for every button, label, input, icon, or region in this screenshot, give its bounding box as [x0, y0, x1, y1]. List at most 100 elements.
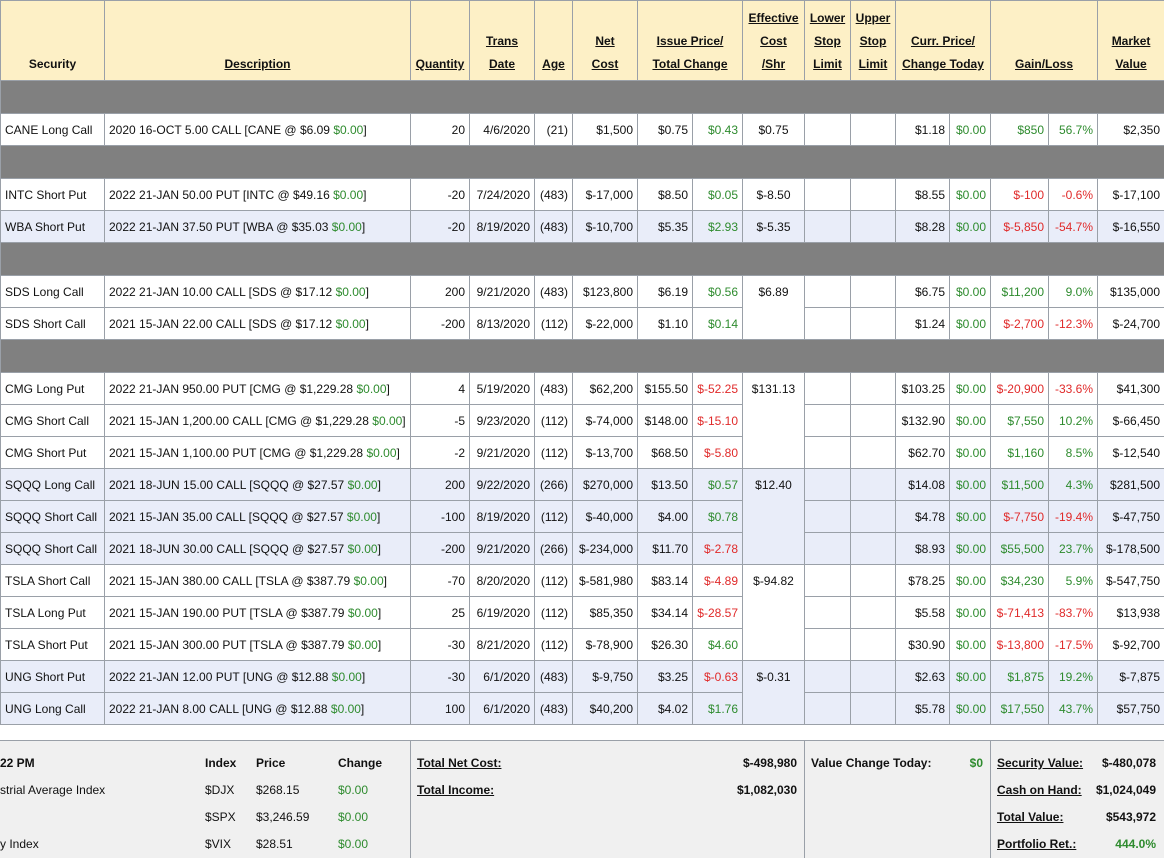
gain-cell: $55,500 [990, 532, 1050, 565]
index-change: $0.00 [338, 837, 369, 851]
summary-label: Cash on Hand: [997, 783, 1082, 797]
change-today-cell: $0.00 [948, 275, 992, 308]
summary-value: $-480,078 [1101, 756, 1156, 770]
separator-row [0, 145, 1164, 179]
description-text: 2022 21-JAN 8.00 CALL [UNG @ $12.88 [109, 701, 328, 716]
summary-value: $1,024,049 [1095, 783, 1156, 797]
quantity-cell: -30 [410, 628, 470, 661]
net-cost-cell: $123,800 [572, 275, 638, 308]
security-cell: UNG Short Put [0, 660, 105, 693]
index-price: $268.15 [256, 783, 300, 797]
gain-pct-cell: -19.4% [1048, 500, 1099, 533]
description-close: ] [361, 669, 366, 684]
market-value-cell: $281,500 [1097, 468, 1164, 501]
index-change: $0.00 [338, 783, 369, 797]
header-line: /Shr [761, 57, 786, 71]
quantity-cell: 4 [410, 372, 470, 405]
date-cell: 8/19/2020 [469, 500, 535, 533]
change-today-cell: $0.00 [948, 372, 992, 405]
position-row: TSLA Long Put 2021 15-JAN 190.00 PUT [TSL… [0, 596, 1164, 629]
total-change-cell: $0.57 [692, 468, 743, 501]
net-cost-cell: $-10,700 [572, 210, 638, 243]
gain-pct-cell: -54.7% [1048, 210, 1099, 243]
header-line: Curr. Price/ [910, 34, 976, 48]
header-line: Security [28, 57, 77, 71]
lower-stop-cell [804, 692, 851, 725]
net-cost-cell: $62,200 [572, 372, 638, 405]
issue-price-cell: $4.00 [637, 500, 693, 533]
issue-price-cell: $5.35 [637, 210, 693, 243]
summary-panel: Security Value: $-480,078 Cash on Hand: … [991, 740, 1164, 858]
gain-pct-cell: 43.7% [1048, 692, 1099, 725]
description-cell: 2021 15-JAN 22.00 CALL [SDS @ $17.12 $0.0… [104, 307, 411, 340]
effective-cost-cell: $-8.50 [742, 178, 805, 211]
change-today-cell: $0.00 [948, 468, 992, 501]
separator-row [0, 339, 1164, 373]
description-cell: 2022 21-JAN 50.00 PUT [INTC @ $49.16 $0.0… [104, 178, 411, 211]
issue-price-cell: $3.25 [637, 660, 693, 693]
description-change: $0.00 [347, 637, 378, 652]
gain-cell: $-5,850 [990, 210, 1050, 243]
description-close: ] [377, 605, 382, 620]
age-cell: (483) [534, 372, 573, 405]
separator-row [0, 80, 1164, 114]
header-line: Upper [855, 11, 891, 25]
header-cell: Market Value [1097, 0, 1164, 81]
description-cell: 2021 18-JUN 30.00 CALL [SQQQ @ $27.57 $0.… [104, 532, 411, 565]
col-header: Price [256, 756, 286, 770]
quantity-cell: 100 [410, 692, 470, 725]
col-header: Change [338, 756, 383, 770]
quantity-cell: -200 [410, 532, 470, 565]
separator-row [0, 242, 1164, 276]
footer: 22 PM Index Price Change strial Average … [0, 740, 1164, 858]
gain-cell: $11,500 [990, 468, 1050, 501]
market-value-cell: $-16,550 [1097, 210, 1164, 243]
header-line: Issue Price/ [656, 34, 724, 48]
description-cell: 2020 16-OCT 5.00 CALL [CANE @ $6.09 $0.00… [104, 113, 411, 146]
description-change: $0.00 [366, 445, 397, 460]
security-cell: SDS Short Call [0, 307, 105, 340]
description-text: 2022 21-JAN 12.00 PUT [UNG @ $12.88 [109, 669, 329, 684]
description-text: 2021 18-JUN 30.00 CALL [SQQQ @ $27.57 [109, 541, 345, 556]
date-cell: 9/21/2020 [469, 436, 535, 469]
change-today-cell: $0.00 [948, 660, 992, 693]
header-line: Description [224, 57, 291, 71]
total-change-cell: $-28.57 [692, 596, 743, 629]
gain-cell: $17,550 [990, 692, 1050, 725]
description-cell: 2022 21-JAN 950.00 PUT [CMG @ $1,229.28 $… [104, 372, 411, 405]
gain-pct-cell: 10.2% [1048, 404, 1099, 437]
description-close: ] [376, 509, 381, 524]
curr-price-cell: $30.90 [895, 628, 950, 661]
market-value-cell: $13,938 [1097, 596, 1164, 629]
position-row: CANE Long Call 2020 16-OCT 5.00 CALL [CAN… [0, 113, 1164, 146]
description-cell: 2021 15-JAN 35.00 CALL [SQQQ @ $27.57 $0.… [104, 500, 411, 533]
age-cell: (112) [534, 596, 573, 629]
lower-stop-cell [804, 178, 851, 211]
gain-pct-cell: -12.3% [1048, 307, 1099, 340]
description-change: $0.00 [356, 381, 387, 396]
header-line: Total Change [652, 57, 728, 71]
date-cell: 4/6/2020 [469, 113, 535, 146]
lower-stop-cell [804, 372, 851, 405]
total-change-cell: $0.14 [692, 307, 743, 340]
position-row: CMG Long Put 2022 21-JAN 950.00 PUT [CMG … [0, 372, 1164, 469]
lower-stop-cell [804, 436, 851, 469]
curr-price-cell: $78.25 [895, 564, 950, 597]
total-change-cell: $-52.25 [692, 372, 743, 405]
lower-stop-cell [804, 275, 851, 308]
curr-price-cell: $2.63 [895, 660, 950, 693]
header-cell: Security [0, 0, 105, 81]
description-cell: 2021 15-JAN 380.00 CALL [TSLA @ $387.79 $… [104, 564, 411, 597]
lower-stop-cell [804, 532, 851, 565]
gain-cell: $-2,700 [990, 307, 1050, 340]
lower-stop-cell [804, 307, 851, 340]
issue-price-cell: $4.02 [637, 692, 693, 725]
description-text: 2021 15-JAN 380.00 CALL [TSLA @ $387.79 [109, 573, 351, 588]
header-line: Value [1115, 57, 1147, 71]
header-line: Limit [858, 57, 888, 71]
market-value-cell: $-12,540 [1097, 436, 1164, 469]
upper-stop-cell [850, 564, 896, 597]
total-label: Total Net Cost: [417, 756, 502, 770]
description-close: ] [361, 219, 366, 234]
description-change: $0.00 [353, 573, 384, 588]
